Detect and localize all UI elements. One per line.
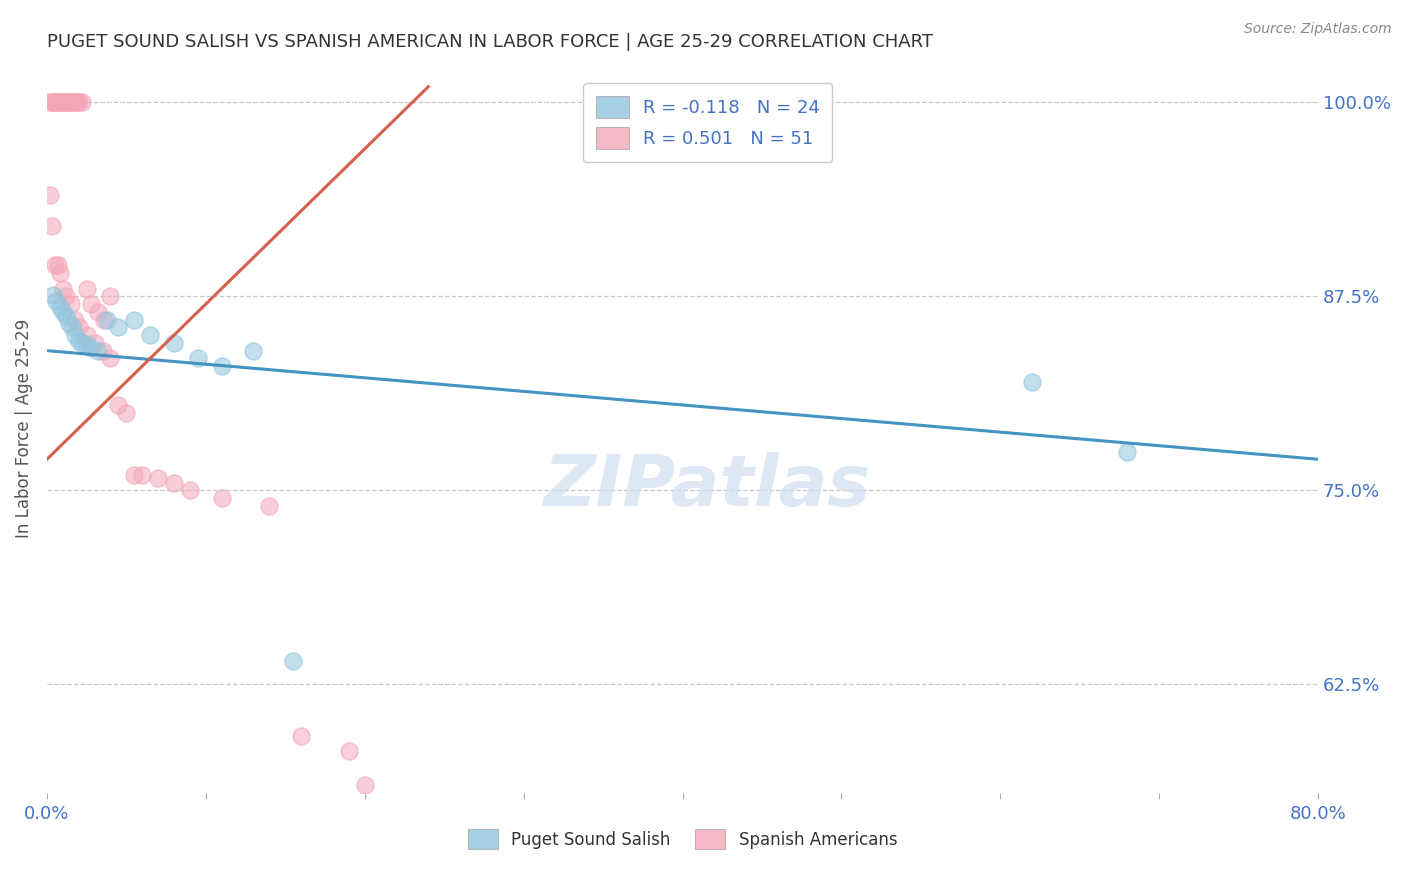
Point (48, 300, 70, 314)
Point (58, 316, 80, 330)
Point (51, 95, 73, 110)
Point (242, 343, 264, 358)
Point (131, 467, 153, 482)
Point (55, 310, 77, 324)
Point (76, 328, 98, 343)
Point (60, 95, 83, 110)
Point (55, 95, 77, 110)
Point (187, 351, 209, 366)
Point (52, 281, 75, 295)
Point (70, 95, 93, 110)
Point (146, 471, 169, 485)
Point (65, 328, 87, 343)
Point (52, 305, 75, 319)
Point (163, 475, 186, 490)
Y-axis label: In Labor Force | Age 25-29: In Labor Force | Age 25-29 (15, 318, 32, 538)
Point (53, 95, 76, 110)
Point (124, 312, 146, 326)
Point (48, 266, 70, 280)
Point (46, 258, 69, 272)
Point (59, 95, 82, 110)
Point (83, 335, 105, 350)
Point (107, 398, 129, 412)
Point (46, 95, 69, 110)
Point (163, 335, 186, 350)
Point (67, 320, 90, 334)
Point (139, 328, 162, 343)
Legend: R = -0.118   N = 24, R = 0.501   N = 51: R = -0.118 N = 24, R = 0.501 N = 51 (583, 84, 832, 161)
Point (56, 95, 79, 110)
Point (259, 499, 281, 513)
Point (96, 312, 118, 326)
Point (52, 95, 75, 110)
Point (39, 188, 62, 202)
Point (42, 95, 65, 110)
Point (1021, 375, 1043, 389)
Point (65, 312, 87, 326)
Text: ZIPatlas: ZIPatlas (544, 452, 872, 521)
Point (290, 729, 312, 743)
Point (100, 289, 122, 303)
Point (100, 351, 122, 366)
Point (179, 483, 201, 498)
Point (124, 467, 146, 482)
Point (63, 95, 86, 110)
Point (80, 297, 103, 311)
Point (283, 654, 305, 668)
Point (65, 95, 87, 110)
Text: PUGET SOUND SALISH VS SPANISH AMERICAN IN LABOR FORCE | AGE 25-29 CORRELATION CH: PUGET SOUND SALISH VS SPANISH AMERICAN I… (46, 33, 934, 51)
Point (70, 335, 93, 350)
Text: Source: ZipAtlas.com: Source: ZipAtlas.com (1244, 22, 1392, 37)
Point (80, 341, 103, 355)
Point (59, 297, 82, 311)
Point (337, 744, 360, 758)
Point (107, 320, 129, 334)
Point (45, 293, 67, 308)
Point (87, 305, 110, 319)
Point (45, 95, 67, 110)
Point (42, 287, 65, 301)
Point (44, 258, 66, 272)
Point (115, 406, 138, 420)
Point (211, 359, 233, 373)
Point (211, 491, 233, 505)
Point (87, 343, 110, 358)
Point (91, 343, 114, 358)
Point (76, 281, 98, 295)
Point (39, 95, 62, 110)
Point (44, 95, 66, 110)
Point (48, 95, 70, 110)
Point (66, 95, 89, 110)
Point (60, 320, 83, 334)
Point (67, 334, 90, 349)
Point (76, 337, 98, 351)
Point (55, 289, 77, 303)
Point (93, 312, 115, 326)
Point (41, 95, 63, 110)
Point (41, 219, 63, 234)
Point (67, 95, 90, 110)
Point (353, 778, 375, 792)
Point (1116, 444, 1139, 458)
Point (58, 95, 80, 110)
